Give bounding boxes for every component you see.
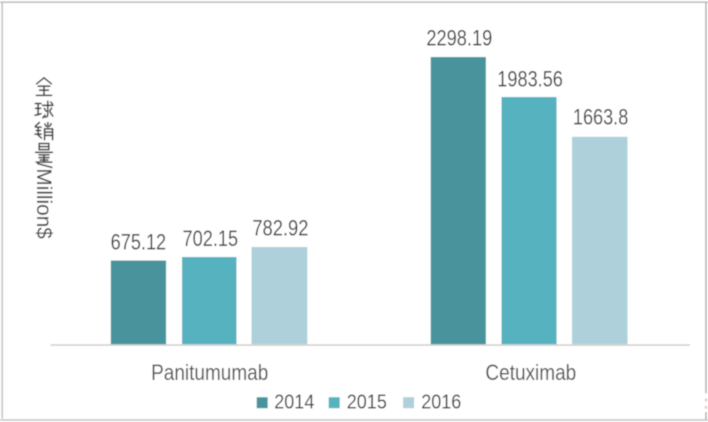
- svg-text:782.92: 782.92: [252, 217, 308, 241]
- svg-text:Panitumumab: Panitumumab: [151, 360, 268, 385]
- svg-text:2014: 2014: [274, 391, 314, 413]
- svg-text:2016: 2016: [421, 391, 461, 413]
- svg-text:2298.19: 2298.19: [426, 27, 492, 51]
- svg-text:702.15: 702.15: [183, 228, 238, 252]
- svg-text:/Million$: /Million$: [32, 163, 55, 240]
- svg-text:1983.56: 1983.56: [497, 68, 563, 92]
- svg-text:675.12: 675.12: [111, 231, 166, 255]
- svg-text:1663.8: 1663.8: [573, 106, 628, 130]
- svg-text:2015: 2015: [347, 391, 387, 413]
- svg-text:Cetuximab: Cetuximab: [485, 360, 576, 385]
